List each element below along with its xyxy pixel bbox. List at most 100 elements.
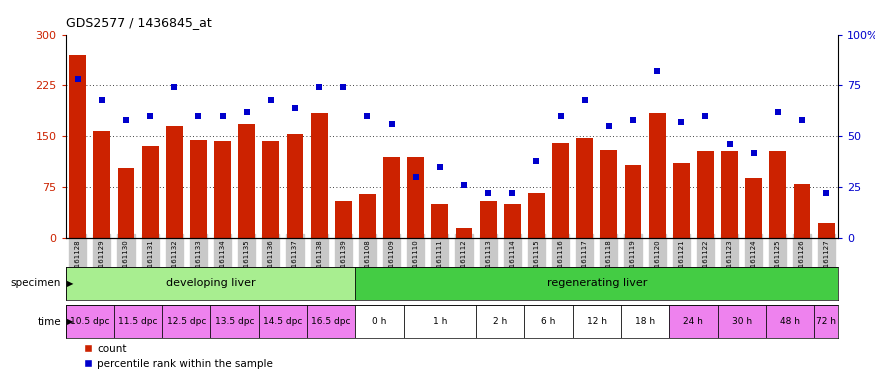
Bar bbox=[355, 267, 838, 300]
Bar bbox=[794, 184, 810, 238]
Bar bbox=[746, 179, 762, 238]
Bar bbox=[383, 157, 400, 238]
Bar bbox=[524, 305, 572, 338]
Bar bbox=[190, 141, 206, 238]
Point bbox=[626, 117, 640, 123]
Point bbox=[71, 76, 85, 83]
Point bbox=[94, 97, 108, 103]
Bar bbox=[673, 164, 690, 238]
Bar bbox=[66, 267, 355, 300]
Point bbox=[457, 182, 471, 188]
Point bbox=[336, 84, 350, 91]
Point bbox=[602, 123, 616, 129]
Bar bbox=[211, 305, 259, 338]
Text: 11.5 dpc: 11.5 dpc bbox=[118, 317, 158, 326]
Point bbox=[192, 113, 206, 119]
Bar bbox=[259, 305, 307, 338]
Bar bbox=[69, 55, 86, 238]
Point bbox=[264, 97, 278, 103]
Point bbox=[554, 113, 568, 119]
Point bbox=[481, 190, 495, 196]
Bar bbox=[718, 305, 766, 338]
Bar bbox=[238, 124, 256, 238]
Bar bbox=[355, 305, 403, 338]
Bar bbox=[528, 193, 545, 238]
Bar bbox=[697, 151, 714, 238]
Bar bbox=[480, 201, 497, 238]
Point bbox=[144, 113, 158, 119]
Bar bbox=[162, 305, 211, 338]
Bar bbox=[577, 138, 593, 238]
Bar bbox=[262, 141, 279, 238]
Text: GDS2577 / 1436845_at: GDS2577 / 1436845_at bbox=[66, 17, 212, 29]
Point bbox=[771, 109, 785, 115]
Bar bbox=[94, 131, 110, 238]
Text: 6 h: 6 h bbox=[542, 317, 556, 326]
Bar bbox=[335, 201, 352, 238]
Bar bbox=[142, 147, 158, 238]
Text: 13.5 dpc: 13.5 dpc bbox=[215, 317, 255, 326]
Bar bbox=[456, 228, 472, 238]
Bar bbox=[621, 305, 669, 338]
Bar bbox=[359, 194, 376, 238]
Text: 0 h: 0 h bbox=[373, 317, 387, 326]
Text: 14.5 dpc: 14.5 dpc bbox=[263, 317, 303, 326]
Bar bbox=[476, 305, 524, 338]
Bar bbox=[818, 223, 835, 238]
Text: 18 h: 18 h bbox=[635, 317, 655, 326]
Bar bbox=[307, 305, 355, 338]
Point bbox=[505, 190, 519, 196]
Text: 10.5 dpc: 10.5 dpc bbox=[70, 317, 109, 326]
Point bbox=[240, 109, 254, 115]
Point bbox=[215, 113, 229, 119]
Bar bbox=[600, 150, 618, 238]
Bar bbox=[403, 305, 476, 338]
Text: 1 h: 1 h bbox=[432, 317, 447, 326]
Text: ▶: ▶ bbox=[67, 317, 74, 326]
Text: time: time bbox=[38, 316, 61, 327]
Text: specimen: specimen bbox=[10, 278, 61, 288]
Point bbox=[119, 117, 133, 123]
Bar bbox=[552, 143, 569, 238]
Text: 12 h: 12 h bbox=[587, 317, 606, 326]
Bar bbox=[117, 168, 135, 238]
Bar bbox=[766, 305, 814, 338]
Point bbox=[578, 97, 592, 103]
Bar bbox=[407, 157, 424, 238]
Text: 48 h: 48 h bbox=[780, 317, 800, 326]
Bar bbox=[431, 204, 448, 238]
Bar bbox=[166, 126, 183, 238]
Text: developing liver: developing liver bbox=[165, 278, 256, 288]
Bar bbox=[648, 113, 666, 238]
Point bbox=[167, 84, 181, 91]
Point bbox=[360, 113, 374, 119]
Text: 24 h: 24 h bbox=[683, 317, 704, 326]
Bar bbox=[114, 305, 162, 338]
Point bbox=[675, 119, 689, 125]
Legend: count, percentile rank within the sample: count, percentile rank within the sample bbox=[80, 339, 277, 373]
Bar bbox=[669, 305, 718, 338]
Text: 30 h: 30 h bbox=[732, 317, 752, 326]
Bar bbox=[721, 151, 738, 238]
Bar bbox=[504, 204, 521, 238]
Text: 2 h: 2 h bbox=[493, 317, 507, 326]
Point bbox=[650, 68, 664, 74]
Point bbox=[746, 149, 760, 156]
Text: 72 h: 72 h bbox=[816, 317, 836, 326]
Point bbox=[312, 84, 326, 91]
Bar bbox=[311, 113, 327, 238]
Text: regenerating liver: regenerating liver bbox=[547, 278, 647, 288]
Bar bbox=[625, 165, 641, 238]
Bar bbox=[814, 305, 838, 338]
Bar bbox=[214, 141, 231, 238]
Bar bbox=[66, 305, 114, 338]
Bar bbox=[286, 134, 304, 238]
Point bbox=[529, 158, 543, 164]
Point bbox=[723, 141, 737, 147]
Bar bbox=[769, 151, 787, 238]
Point bbox=[385, 121, 399, 127]
Point bbox=[288, 105, 302, 111]
Bar bbox=[572, 305, 621, 338]
Point bbox=[433, 164, 447, 170]
Text: 12.5 dpc: 12.5 dpc bbox=[166, 317, 206, 326]
